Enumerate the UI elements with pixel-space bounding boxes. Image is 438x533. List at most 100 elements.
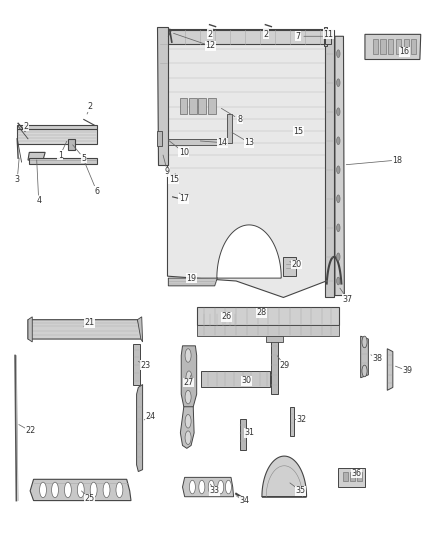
Polygon shape [343,472,348,481]
Text: 8: 8 [237,115,242,124]
Circle shape [78,482,84,498]
Circle shape [337,253,340,261]
Polygon shape [396,39,401,54]
Polygon shape [28,152,45,160]
Circle shape [337,50,340,58]
Circle shape [189,480,195,494]
Circle shape [116,482,123,498]
Text: 6: 6 [94,187,99,196]
Polygon shape [197,307,339,325]
Circle shape [185,390,191,404]
Text: 15: 15 [169,175,179,184]
Polygon shape [137,384,143,472]
Text: 20: 20 [291,260,301,269]
Polygon shape [324,27,327,46]
Circle shape [337,137,340,144]
Polygon shape [338,467,365,487]
Text: 19: 19 [186,273,196,282]
Polygon shape [201,371,270,387]
Text: 30: 30 [242,376,252,385]
Circle shape [185,349,191,362]
Polygon shape [181,346,197,411]
Polygon shape [365,34,421,60]
Polygon shape [30,479,131,500]
Text: 1: 1 [58,151,63,160]
Polygon shape [189,98,197,114]
Polygon shape [168,29,326,44]
Text: 29: 29 [279,361,290,370]
Circle shape [186,371,192,384]
Polygon shape [217,225,281,278]
Circle shape [337,108,340,116]
Polygon shape [180,407,194,448]
Circle shape [337,166,340,174]
Text: 9: 9 [165,167,170,176]
Circle shape [52,482,58,498]
Text: 2: 2 [264,30,269,39]
Text: 7: 7 [296,32,301,41]
Polygon shape [167,29,326,297]
Polygon shape [168,139,227,144]
Circle shape [185,415,191,428]
Text: 2: 2 [208,30,213,39]
Polygon shape [17,129,97,144]
Circle shape [103,482,110,498]
Text: 37: 37 [343,295,353,304]
Text: 34: 34 [240,496,250,505]
Polygon shape [208,98,215,114]
Text: 27: 27 [183,378,193,387]
Polygon shape [197,325,339,336]
Polygon shape [325,29,334,297]
Circle shape [362,365,367,377]
Circle shape [362,336,367,348]
Circle shape [337,79,340,86]
Circle shape [218,480,224,494]
Polygon shape [180,98,187,114]
Text: 17: 17 [179,195,189,203]
Polygon shape [271,339,278,394]
Text: 32: 32 [297,415,307,424]
Polygon shape [28,317,32,342]
Polygon shape [380,39,385,54]
Circle shape [226,480,231,494]
Text: 14: 14 [217,138,227,147]
Text: 28: 28 [257,309,267,318]
Text: 10: 10 [179,148,189,157]
Polygon shape [388,39,393,54]
Polygon shape [325,29,332,44]
Polygon shape [335,36,344,295]
Polygon shape [68,139,75,150]
Polygon shape [357,472,361,481]
Text: 5: 5 [81,154,86,163]
Text: 15: 15 [293,126,304,135]
Polygon shape [168,278,217,286]
Text: 11: 11 [323,30,333,39]
Text: 26: 26 [222,312,232,321]
Polygon shape [183,478,233,497]
Polygon shape [138,317,143,342]
Circle shape [337,224,340,232]
Circle shape [199,480,205,494]
Circle shape [337,195,340,203]
Polygon shape [387,349,393,390]
Text: 18: 18 [392,156,402,165]
Text: 4: 4 [36,196,41,205]
Polygon shape [29,158,97,164]
Polygon shape [227,114,232,143]
Text: 23: 23 [140,361,150,370]
Polygon shape [240,419,246,450]
Text: 22: 22 [25,426,35,435]
Polygon shape [266,336,283,342]
Text: 35: 35 [296,487,306,495]
Text: 36: 36 [351,469,361,478]
Circle shape [337,277,340,285]
Text: 38: 38 [373,354,383,363]
Polygon shape [157,27,168,165]
Polygon shape [360,336,368,378]
Text: 31: 31 [244,429,254,438]
Polygon shape [157,131,162,146]
Circle shape [64,482,71,498]
Text: 21: 21 [84,318,95,327]
Polygon shape [373,39,378,54]
Circle shape [185,431,191,445]
